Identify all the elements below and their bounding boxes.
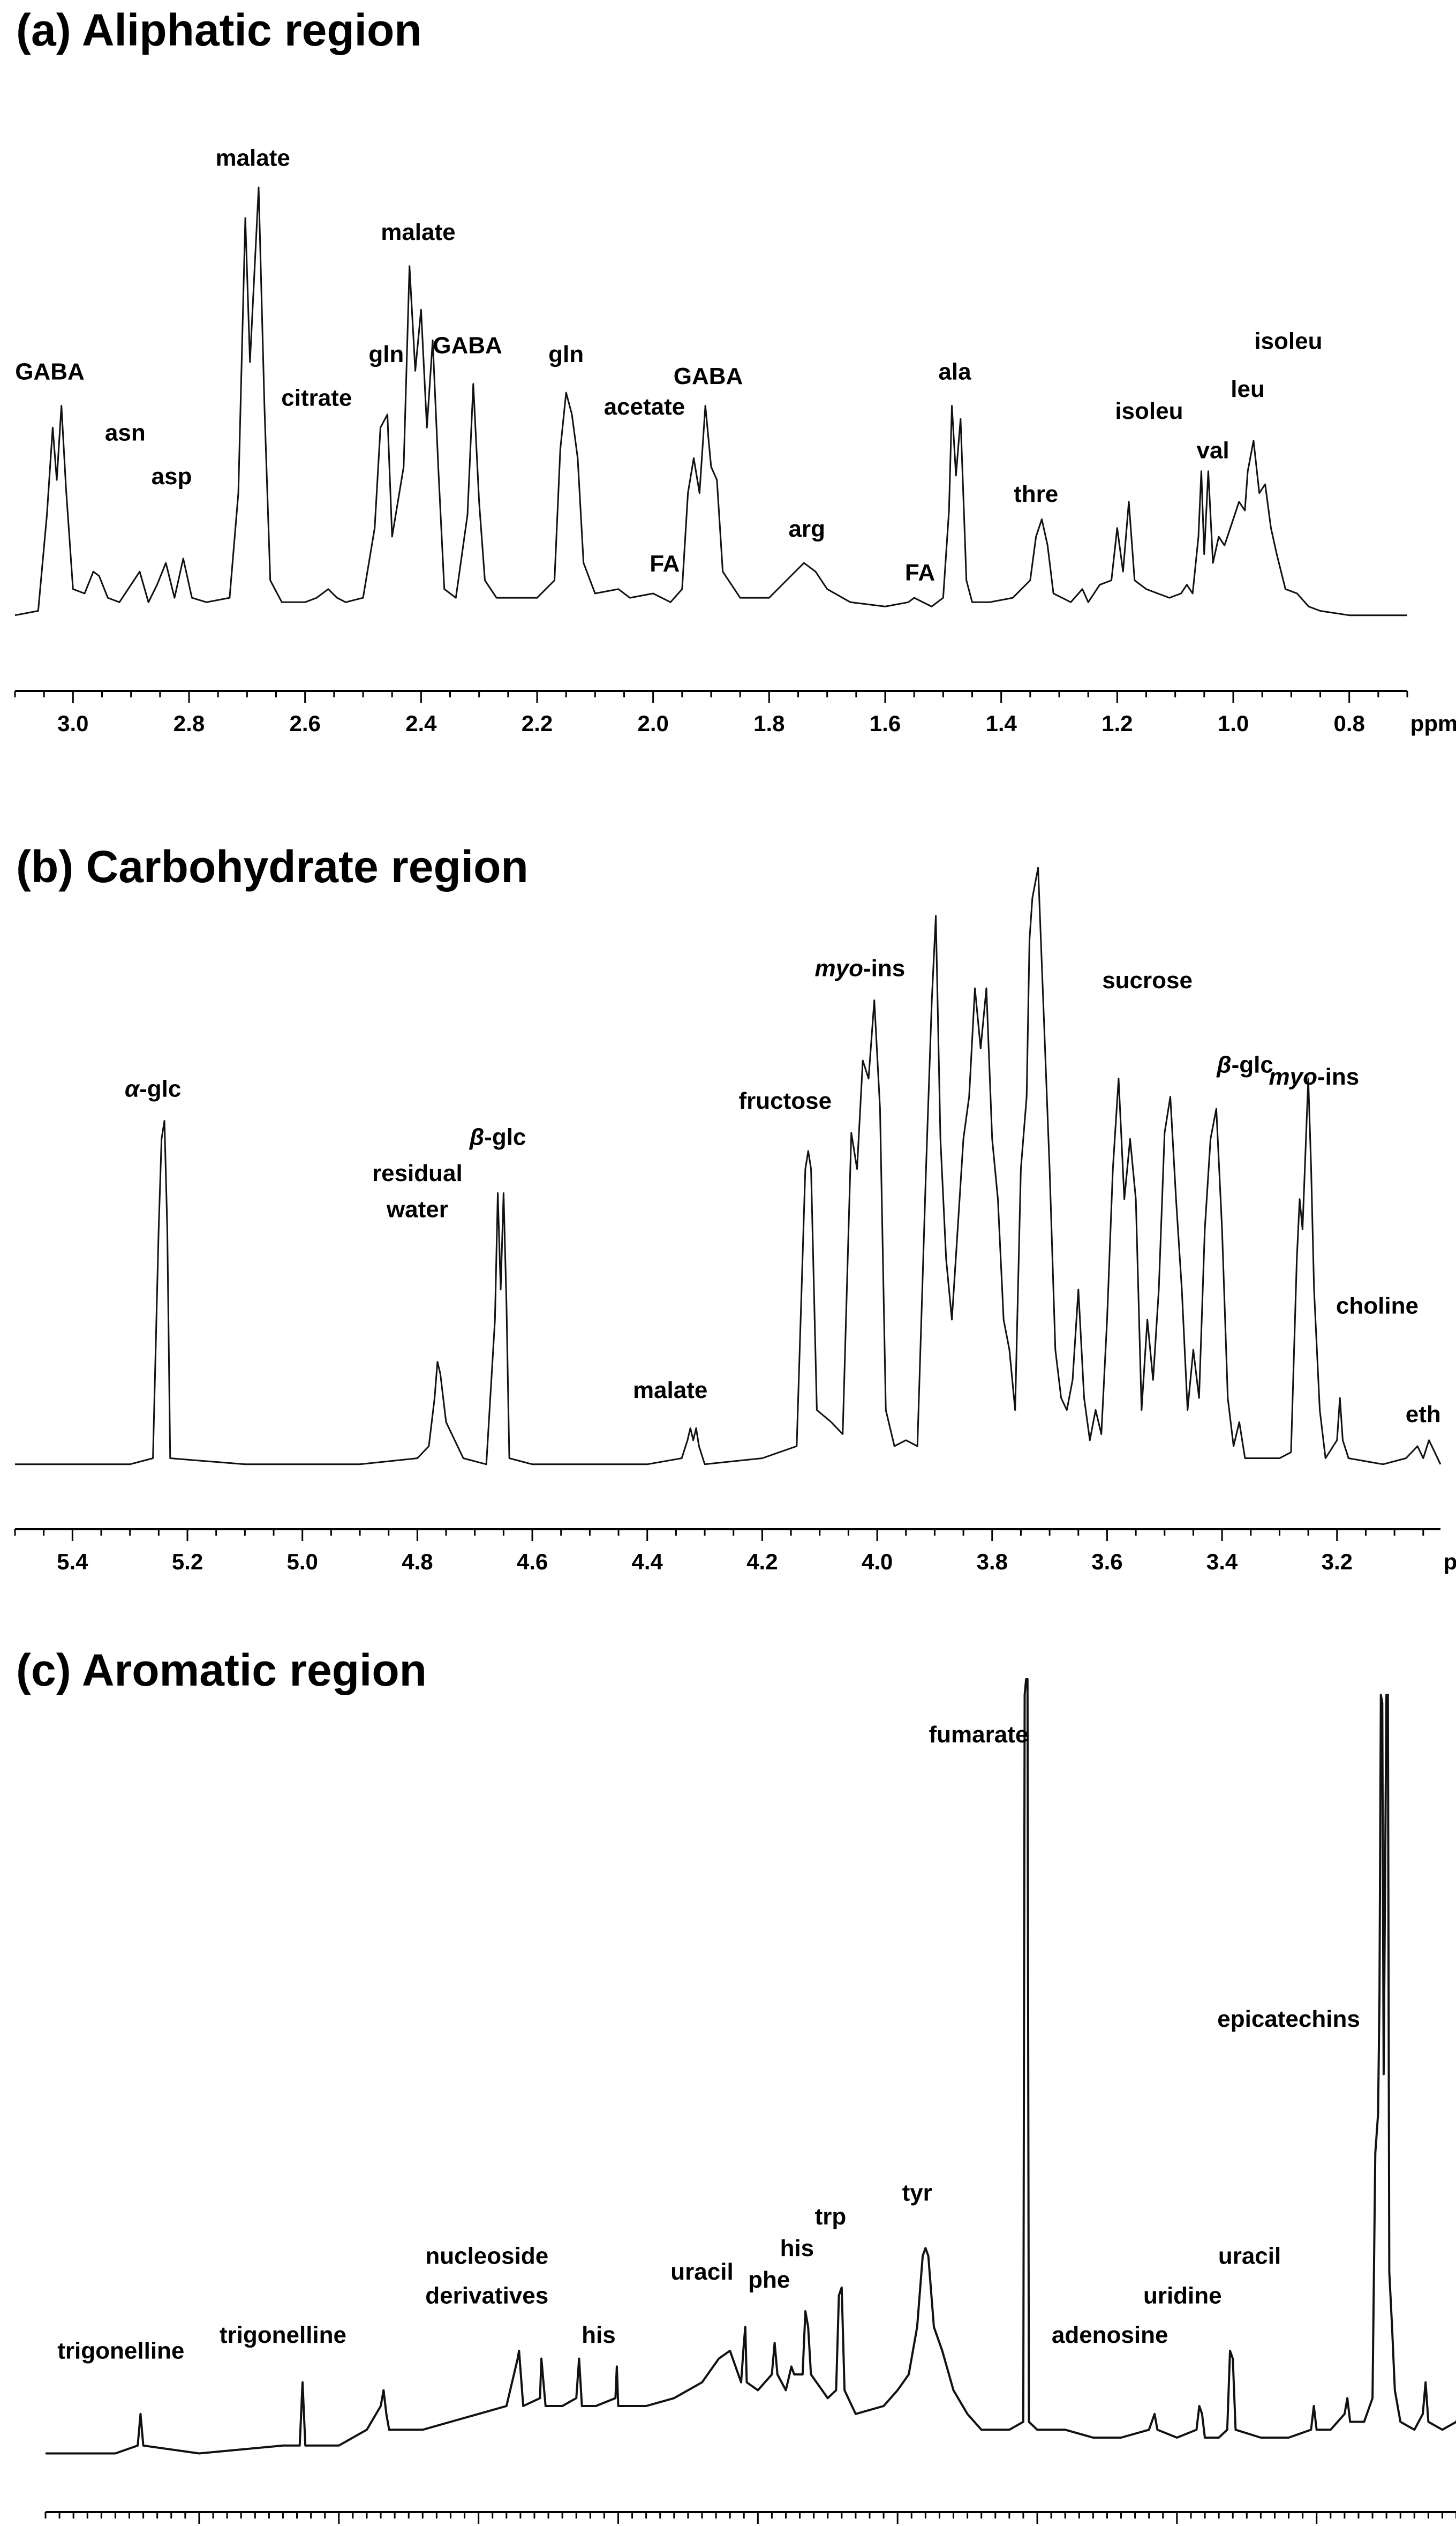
peak-label: asn [105, 420, 146, 446]
peak-label: residual [372, 1160, 463, 1186]
aliphatic-spectrum-chart: 3.0 2.8 2.6 2.4 2.2 2.0 1.8 1.6 1.4 1.2 1.0 0.8 ppm G… [14, 145, 1456, 736]
peak-label: GABA [15, 359, 85, 385]
peak-label: myo-ins [815, 956, 906, 982]
x-tick-label: 3.0 [57, 711, 88, 736]
peak-label: myo-ins [1269, 1064, 1359, 1090]
x-tick-label: 3.6 [1091, 1549, 1122, 1574]
panel-title: (a) Aliphatic region [16, 5, 422, 55]
peak-label: gln [548, 341, 584, 367]
carbohydrate-panel: (b) Carbohydrate region 5.4 5.2 5.0 4.8 4.6 4… [0, 825, 1456, 1607]
x-tick-label: 3.4 [1206, 1549, 1238, 1574]
peak-label: phe [748, 2267, 790, 2293]
x-tick-label: 1.6 [870, 711, 901, 736]
peak-label: asp [152, 463, 192, 490]
peak-label: isoleu [1254, 328, 1322, 355]
x-tick-label: 1.2 [1102, 711, 1133, 736]
peak-label: his [780, 2235, 814, 2261]
x-tick-label: 2.6 [289, 711, 320, 736]
peak-label: ala [938, 359, 971, 385]
x-tick-label: 2.0 [637, 711, 668, 736]
peak-label: choline [1336, 1293, 1419, 1319]
x-tick-label: 1.8 [753, 711, 784, 736]
peak-label: β-glc [1216, 1052, 1273, 1078]
x-tick-label: 3.2 [1322, 1549, 1353, 1574]
spectrum-line [14, 186, 1407, 617]
peak-label: FA [905, 560, 935, 586]
x-tick-label: 2.2 [522, 711, 553, 736]
peak-label: isoleu [1115, 398, 1183, 424]
aromatic-panel: (c) Aromatic region 9.59.08.58.07.57.06.… [0, 1634, 1456, 2526]
peak-label: GABA [674, 363, 743, 389]
peak-label: his [582, 2322, 616, 2348]
peak-label: α-glc [125, 1076, 182, 1102]
peak-label: tyr [902, 2180, 932, 2206]
x-tick-label: 5.0 [286, 1549, 318, 1574]
peak-label: FA [650, 551, 680, 577]
peak-label: citrate [281, 385, 352, 411]
peak-label: GABA [433, 333, 502, 359]
x-tick-label: 0.8 [1333, 711, 1364, 736]
peak-label: eth [1406, 1401, 1441, 1427]
peak-label: malate [381, 219, 455, 245]
peak-label: derivatives [425, 2282, 548, 2309]
peak-label: leu [1231, 376, 1265, 402]
x-tick-label: 4.4 [632, 1549, 663, 1574]
spectrum-line [46, 1678, 1456, 2455]
x-axis-label: ppm [1444, 1549, 1456, 1574]
peak-label: malate [633, 1377, 707, 1403]
x-tick-label: 1.0 [1218, 711, 1249, 736]
peak-label: water [386, 1197, 448, 1223]
peak-label: arg [789, 516, 825, 542]
x-axis-label: ppm [1410, 711, 1456, 736]
peak-label: trigonelline [220, 2322, 346, 2348]
x-tick-label: 5.4 [57, 1549, 88, 1574]
peak-label: nucleoside [425, 2243, 548, 2269]
peak-label: uridine [1143, 2282, 1222, 2309]
peak-label: fructose [739, 1088, 832, 1114]
x-tick-label: 4.2 [746, 1549, 778, 1574]
spectrum-line [15, 867, 1442, 1465]
peak-label: β-glc [469, 1124, 526, 1151]
x-tick-label: 5.2 [172, 1549, 203, 1574]
peak-label: thre [1014, 481, 1058, 507]
x-tick-label: 2.4 [405, 711, 437, 736]
peak-label: fumarate [929, 1721, 1029, 1748]
panel-title: (c) Aromatic region [16, 1645, 427, 1695]
carbohydrate-spectrum-chart: 5.4 5.2 5.0 4.8 4.6 4.4 4.2 4.0 3.8 3.6 3.4 3.2 ppm α… [14, 867, 1456, 1574]
peak-label: uracil [670, 2259, 733, 2285]
x-tick-label: 4.6 [517, 1549, 548, 1574]
peak-label: malate [215, 145, 290, 171]
peak-label: uracil [1218, 2243, 1281, 2269]
x-tick-label: 4.8 [402, 1549, 433, 1574]
peak-label: val [1196, 437, 1229, 463]
peak-label: acetate [604, 394, 685, 420]
peak-label: trp [815, 2204, 847, 2230]
peak-label: trigonelline [57, 2338, 184, 2364]
peak-label: gln [368, 341, 404, 367]
peak-label: epicatechins [1217, 2006, 1360, 2032]
aromatic-spectrum-chart: 9.59.08.58.07.57.06.56.05.5ppmtrigonelli… [44, 1678, 1456, 2524]
x-tick-label: 2.8 [173, 711, 205, 736]
x-tick-label: 4.0 [862, 1549, 893, 1574]
panel-title: (b) Carbohydrate region [16, 841, 529, 892]
x-tick-label: 1.4 [985, 711, 1017, 736]
peak-label: sucrose [1102, 967, 1193, 994]
peak-label: adenosine [1052, 2322, 1168, 2348]
x-tick-label: 3.8 [977, 1549, 1008, 1574]
aliphatic-panel: (a) Aliphatic region 3.0 2.8 2.6 2.4 2.2 2.0 1… [0, 0, 1456, 750]
